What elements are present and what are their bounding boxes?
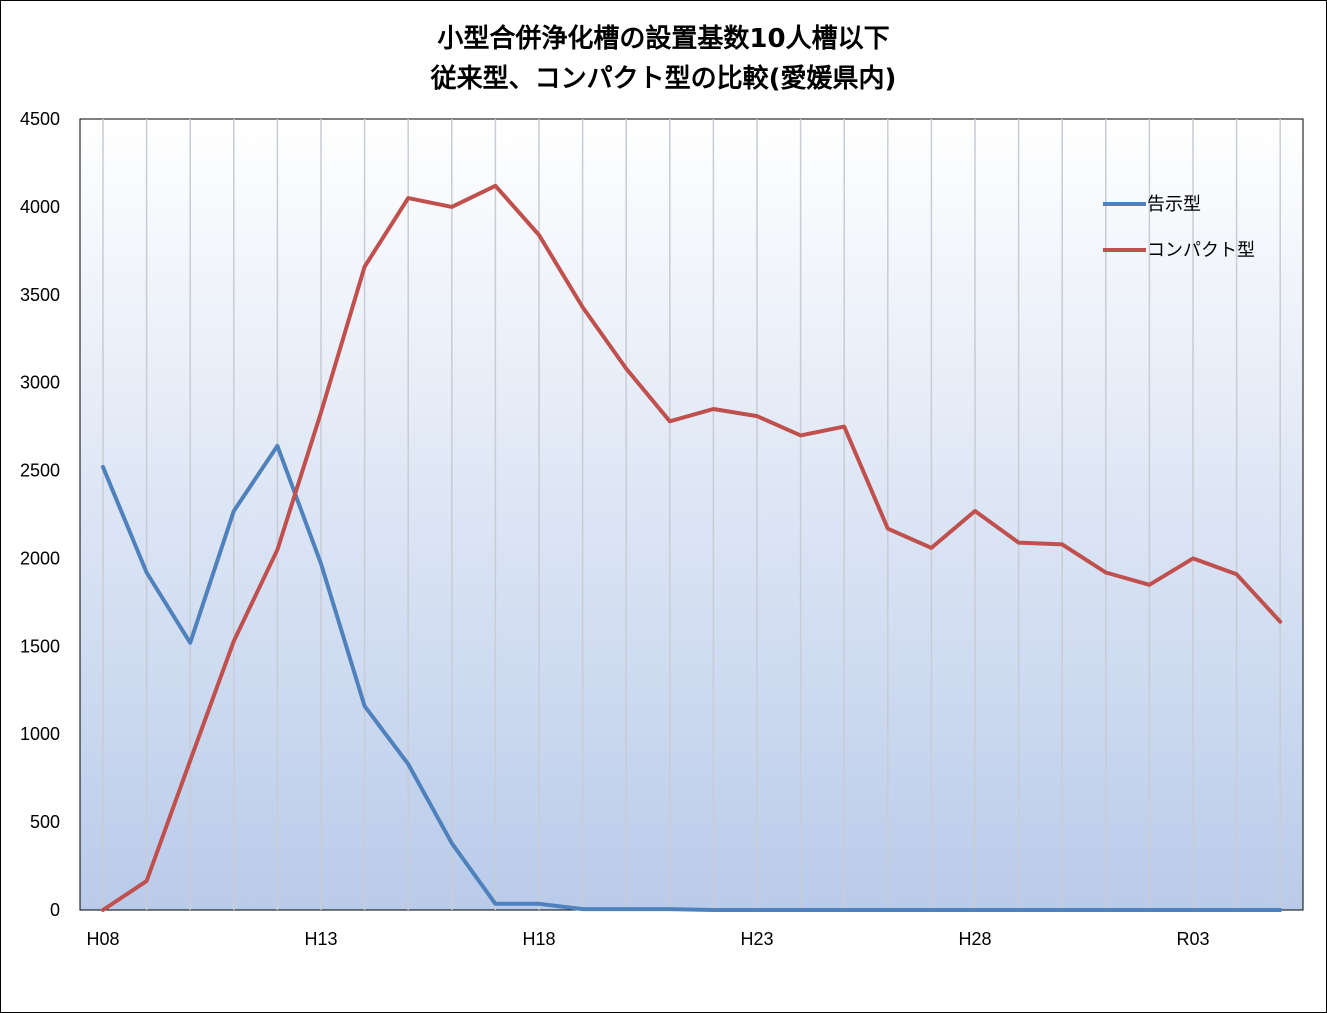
chart-title-line1: 小型合併浄化槽の設置基数10人槽以下 <box>437 24 890 54</box>
legend-label: 告示型 <box>1147 194 1201 215</box>
y-tick-label: 2000 <box>20 548 60 568</box>
x-tick-label: H08 <box>86 929 119 949</box>
y-tick-label: 3000 <box>20 373 60 393</box>
y-tick-label: 0 <box>50 900 60 920</box>
x-tick-label: H23 <box>740 929 773 949</box>
y-tick-label: 1000 <box>20 724 60 744</box>
x-tick-label: H28 <box>958 929 991 949</box>
y-tick-label: 4000 <box>20 197 60 217</box>
y-tick-label: 3500 <box>20 285 60 305</box>
legend-label: コンパクト型 <box>1147 240 1255 261</box>
y-tick-label: 2500 <box>20 461 60 481</box>
series-lines <box>101 183 1283 912</box>
y-tick-label: 500 <box>30 812 60 832</box>
x-tick-label: R03 <box>1176 929 1209 949</box>
y-axis: 0 500 1000 1500 2000 2500 3000 3500 4000 4500 <box>20 109 60 920</box>
x-tick-label: H13 <box>304 929 337 949</box>
chart-title-line2: 従来型、コンパクト型の比較(愛媛県内) <box>430 64 897 94</box>
series-line <box>101 183 1283 912</box>
y-tick-label: 4500 <box>20 109 60 129</box>
series-line <box>101 443 1283 912</box>
y-tick-label: 1500 <box>20 636 60 656</box>
x-tick-label: H18 <box>522 929 555 949</box>
x-axis: H08 H13 H18 H23 H28 R03 <box>86 929 1209 949</box>
plot-area <box>79 118 1304 911</box>
